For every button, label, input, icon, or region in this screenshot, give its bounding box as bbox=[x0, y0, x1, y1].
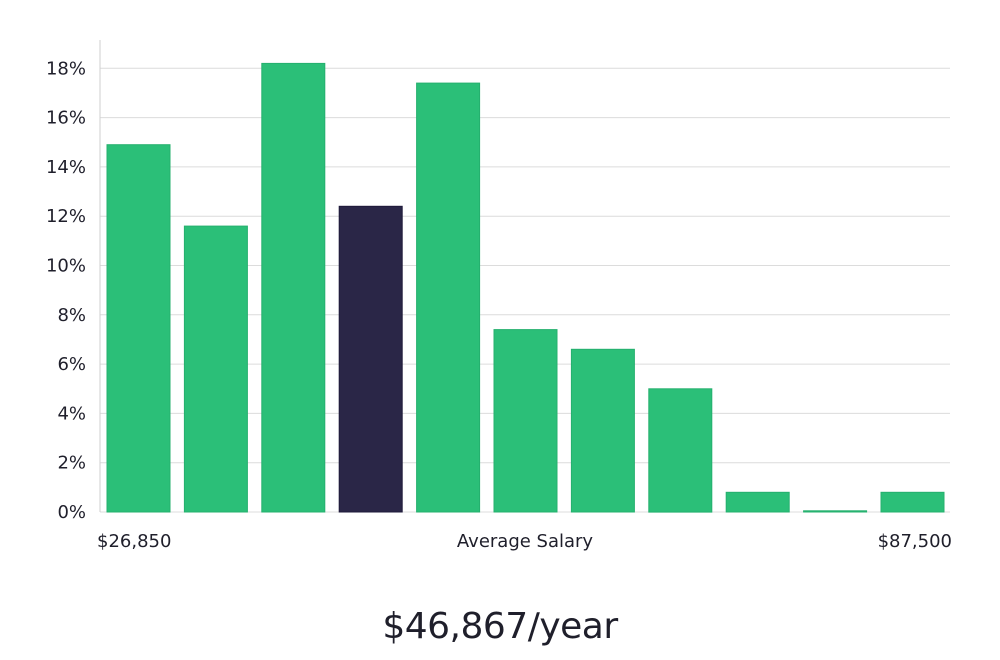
bar bbox=[183, 225, 248, 513]
bar bbox=[725, 491, 790, 513]
y-axis-ticks: 0% 2% 4% 6% 8% 10% 12% 14% 16% 18% bbox=[46, 58, 86, 523]
y-tick-label: 2% bbox=[57, 453, 86, 474]
y-tick-label: 10% bbox=[46, 256, 86, 277]
y-tick-label: 0% bbox=[57, 502, 86, 523]
y-tick-label: 6% bbox=[57, 354, 86, 375]
bar bbox=[570, 348, 635, 513]
y-tick-label: 16% bbox=[46, 108, 86, 129]
bar bbox=[493, 329, 558, 513]
y-tick-label: 8% bbox=[57, 305, 86, 326]
bar bbox=[106, 144, 171, 513]
bar bbox=[648, 388, 713, 513]
salary-distribution-chart: 0% 2% 4% 6% 8% 10% 12% 14% 16% 18% $26,850 Averag… bbox=[46, 40, 952, 552]
bar bbox=[803, 510, 868, 513]
y-tick-label: 12% bbox=[46, 206, 86, 227]
y-tick-label: 14% bbox=[46, 157, 86, 178]
x-range-end-label: $87,500 bbox=[878, 531, 952, 552]
bar bbox=[261, 62, 326, 513]
x-axis-title: Average Salary bbox=[457, 531, 594, 552]
average-salary-value: $46,867/year bbox=[382, 606, 618, 647]
bar-highlighted bbox=[338, 205, 403, 513]
bar bbox=[416, 82, 481, 513]
x-range-start-label: $26,850 bbox=[97, 531, 171, 552]
bars bbox=[106, 62, 945, 513]
y-tick-label: 4% bbox=[57, 403, 86, 424]
bar bbox=[880, 491, 945, 513]
y-tick-label: 18% bbox=[46, 58, 86, 79]
